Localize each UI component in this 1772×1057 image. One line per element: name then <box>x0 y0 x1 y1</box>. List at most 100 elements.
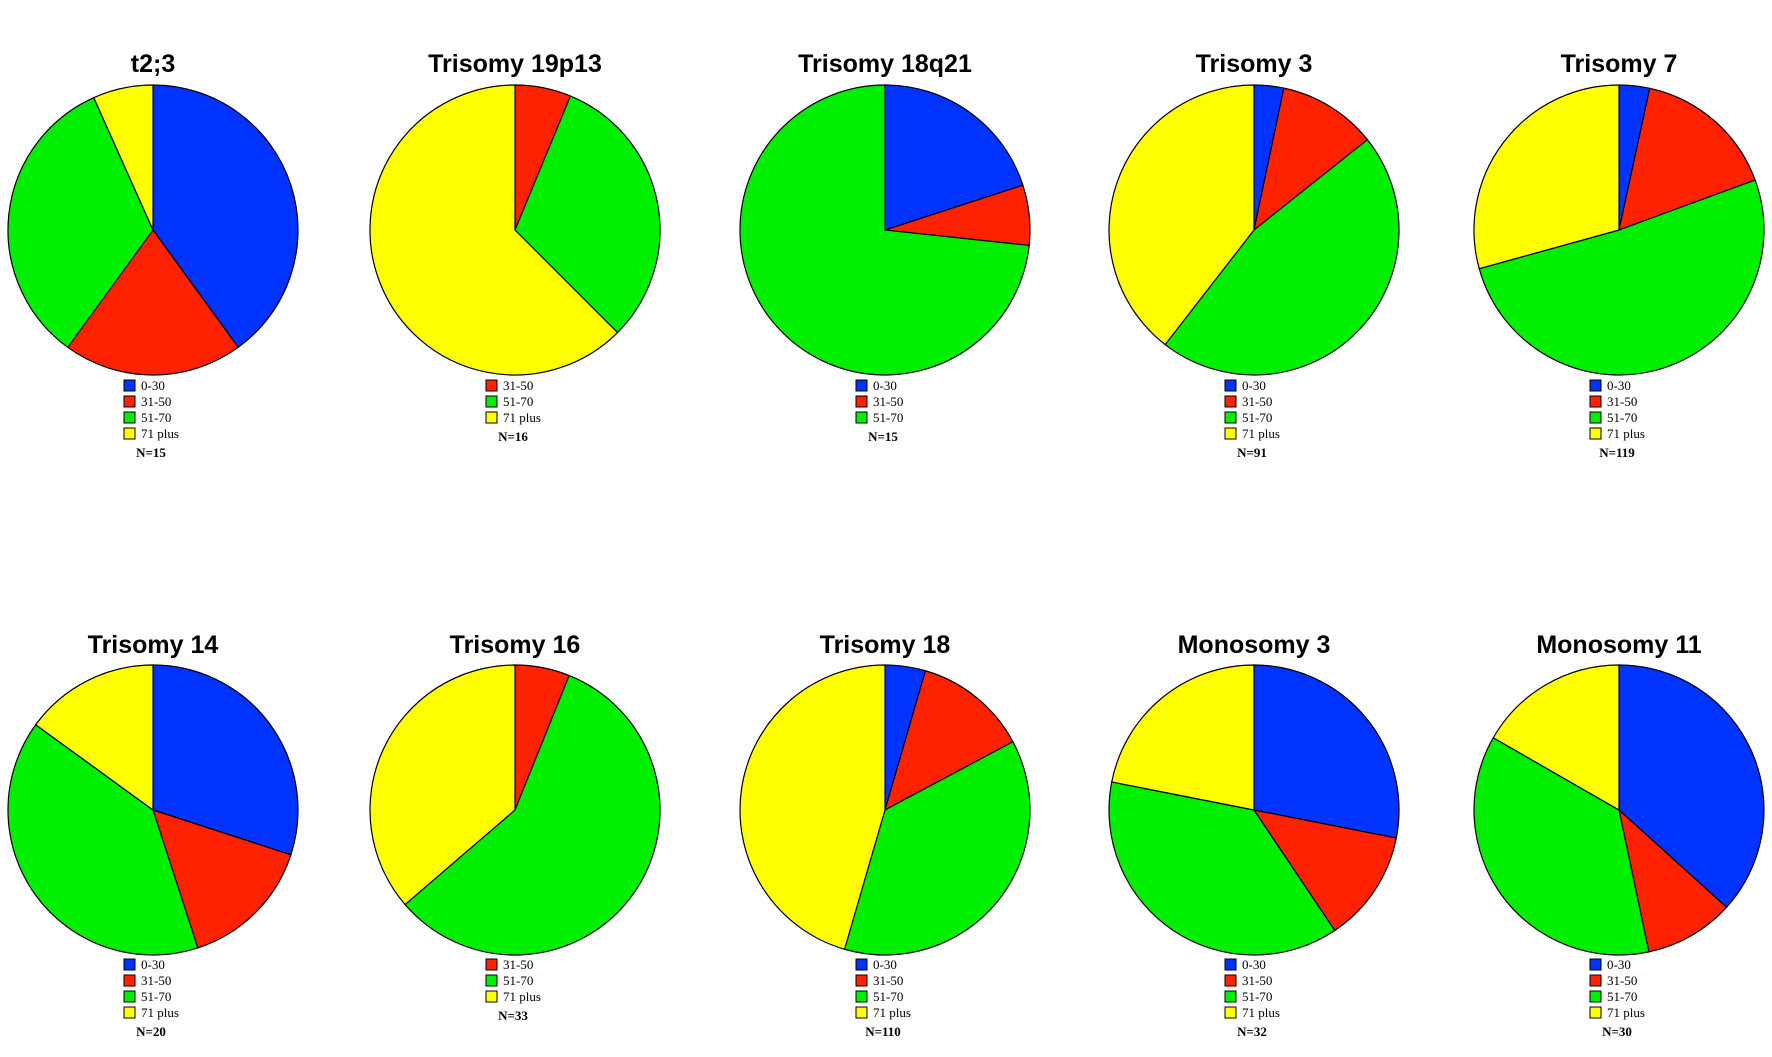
legend-swatch-71-plus <box>855 1006 868 1019</box>
legend-swatch-51-70 <box>485 974 498 987</box>
legend-label: 51-70 <box>1607 989 1637 1004</box>
legend-swatch-71-plus <box>1224 1006 1237 1019</box>
legend-swatch-0-30 <box>1589 379 1602 392</box>
legend-label: 51-70 <box>1242 989 1272 1004</box>
legend-swatch-31-50 <box>485 379 498 392</box>
sample-size-label: N=20 <box>136 1024 166 1039</box>
chart-title: Trisomy 18 <box>820 631 951 659</box>
pie-slice-51-70 <box>404 674 661 956</box>
pie-slice-71-plus <box>369 84 619 376</box>
chart-title: Trisomy 19p13 <box>428 50 602 78</box>
legend-swatch-0-30 <box>855 958 868 971</box>
pie-slice-31-50 <box>1618 808 1728 953</box>
pie-slice-51-70 <box>739 84 1030 376</box>
chart-title: Trisomy 7 <box>1561 50 1678 78</box>
legend-label: 51-70 <box>503 973 533 988</box>
legend-label: 71 plus <box>873 1005 911 1020</box>
sample-size-label: N=33 <box>498 1008 528 1023</box>
legend-label: 0-30 <box>1607 957 1631 972</box>
legend-swatch-51-70 <box>855 990 868 1003</box>
sample-size-label: N=15 <box>136 445 166 460</box>
pie-slice-71-plus <box>34 664 154 812</box>
legend-label: 71 plus <box>503 989 541 1004</box>
chart-title: Monosomy 3 <box>1178 631 1331 659</box>
legend-swatch-31-50 <box>123 974 136 987</box>
legend-label: 71 plus <box>1607 1005 1645 1020</box>
legend-swatch-31-50 <box>123 395 136 408</box>
legend-swatch-51-70 <box>1589 411 1602 424</box>
legend-swatch-31-50 <box>1224 974 1237 987</box>
legend-label: 71 plus <box>141 426 179 441</box>
pie-slice-51-70 <box>7 96 154 349</box>
pie-slice-0-30 <box>884 84 1024 231</box>
legend-label: 31-50 <box>873 394 903 409</box>
chart-title: Trisomy 18q21 <box>798 50 972 78</box>
pie-slice-0-30 <box>1618 664 1765 909</box>
legend-swatch-71-plus <box>1589 1006 1602 1019</box>
pie-slice-51-70 <box>1108 781 1336 956</box>
chart-title: Monosomy 11 <box>1536 631 1701 659</box>
sample-size-label: N=32 <box>1237 1024 1267 1039</box>
legend-label: 71 plus <box>1242 1005 1280 1020</box>
legend-swatch-71-plus <box>1589 427 1602 440</box>
legend-label: 51-70 <box>1607 410 1637 425</box>
legend-label: 31-50 <box>1607 973 1637 988</box>
chart-title: t2;3 <box>131 50 175 78</box>
pie-slice-31-50 <box>884 670 1014 812</box>
pie-slice-71-plus <box>369 664 516 906</box>
pie-slice-71-plus <box>1473 84 1620 270</box>
legend-swatch-71-plus <box>123 1006 136 1019</box>
legend-swatch-51-70 <box>855 411 868 424</box>
legend-swatch-51-70 <box>123 411 136 424</box>
chart-title: Trisomy 16 <box>450 631 581 659</box>
legend-label: 51-70 <box>141 989 171 1004</box>
legend-swatch-0-30 <box>1589 958 1602 971</box>
pie-slice-31-50 <box>1252 809 1397 932</box>
legend-label: 31-50 <box>141 394 171 409</box>
pie-slice-31-50 <box>152 809 292 949</box>
legend-label: 51-70 <box>1242 410 1272 425</box>
legend-swatch-31-50 <box>485 958 498 971</box>
pie-slice-71-plus <box>92 84 154 231</box>
legend-label: 31-50 <box>1242 973 1272 988</box>
legend-label: 0-30 <box>141 378 165 393</box>
legend-swatch-0-30 <box>123 958 136 971</box>
legend-label: 0-30 <box>873 957 897 972</box>
legend-label: 51-70 <box>503 394 533 409</box>
pie-slice-0-30 <box>152 664 299 856</box>
pie-slice-51-70 <box>1478 179 1765 376</box>
legend-label: 31-50 <box>141 973 171 988</box>
pie-slice-31-50 <box>1253 87 1369 232</box>
legend-swatch-71-plus <box>485 990 498 1003</box>
legend-label: 71 plus <box>141 1005 179 1020</box>
legend-label: 31-50 <box>1607 394 1637 409</box>
legend-label: 31-50 <box>873 973 903 988</box>
legend-label: 71 plus <box>1607 426 1645 441</box>
legend-swatch-71-plus <box>123 427 136 440</box>
legend-swatch-31-50 <box>1589 974 1602 987</box>
legend-swatch-71-plus <box>1224 427 1237 440</box>
legend-label: 31-50 <box>503 957 533 972</box>
pie-slice-31-50 <box>1618 87 1756 231</box>
pie-slice-71-plus <box>1111 664 1255 811</box>
sample-size-label: N=16 <box>498 429 528 444</box>
legend-label: 51-70 <box>873 410 903 425</box>
legend-label: 0-30 <box>1242 378 1266 393</box>
pie-slice-51-70 <box>7 723 199 956</box>
pie-slice-71-plus <box>1492 664 1620 812</box>
legend-label: 0-30 <box>1242 957 1266 972</box>
legend-label: 51-70 <box>873 989 903 1004</box>
sample-size-label: N=110 <box>865 1024 901 1039</box>
pie-slice-51-70 <box>1164 138 1400 376</box>
legend-swatch-0-30 <box>1224 958 1237 971</box>
legend-swatch-0-30 <box>855 379 868 392</box>
legend-swatch-31-50 <box>1589 395 1602 408</box>
